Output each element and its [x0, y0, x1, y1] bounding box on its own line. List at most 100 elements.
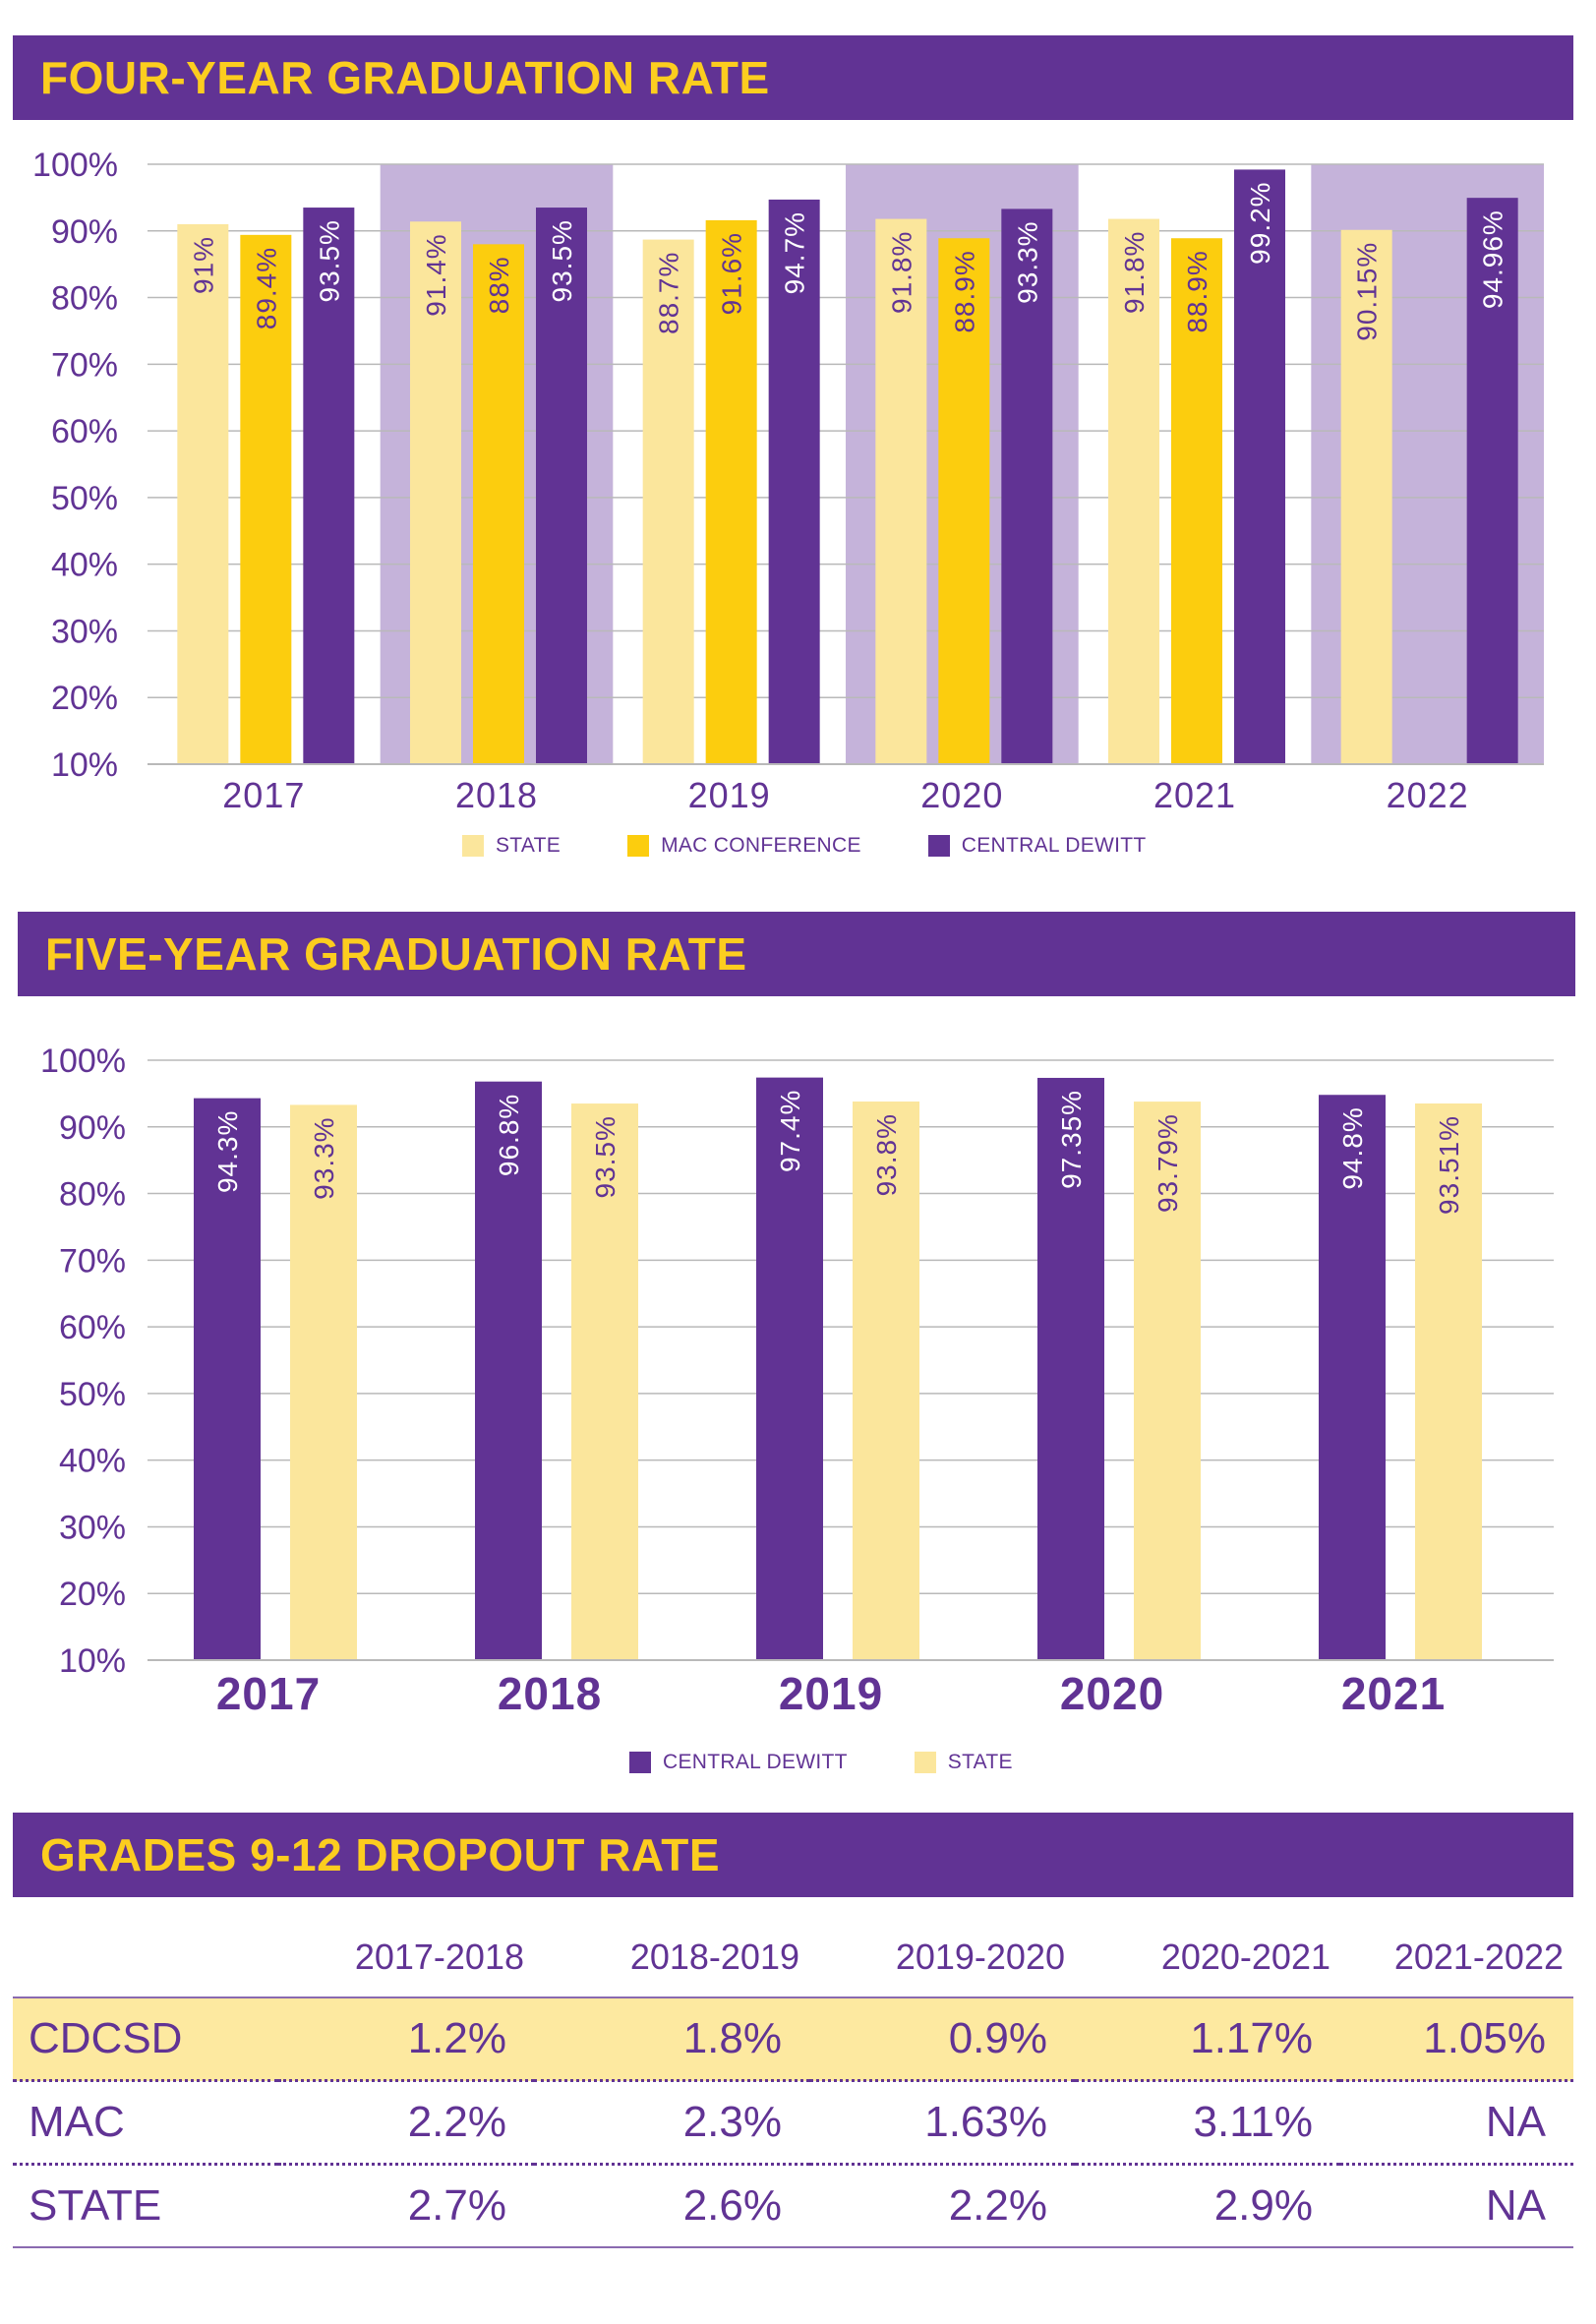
data-label: 91.6%	[717, 232, 747, 315]
data-label: 99.2%	[1245, 181, 1275, 264]
bar-central-dewitt-2022	[1466, 198, 1518, 764]
bar-mac-conference-2019	[705, 219, 757, 764]
data-label: 89.4%	[251, 247, 281, 329]
bar-central-dewitt-2018	[536, 208, 587, 765]
data-label: 97.35%	[1056, 1090, 1087, 1189]
dropout-header-2019: 2019-2020	[809, 1918, 1075, 1998]
bar-state-2018	[571, 1103, 638, 1660]
y-tick-label: 40%	[59, 1443, 126, 1480]
dropout-table: 2017-2018 2018-2019 2019-2020 2020-2021 …	[13, 1918, 1573, 2248]
x-tick-label-2018: 2018	[455, 775, 538, 815]
bar-central-dewitt-2019	[768, 199, 820, 764]
y-tick-label: 30%	[59, 1509, 126, 1546]
x-tick-label-2021: 2021	[1153, 775, 1236, 815]
legend-label-state: STATE	[496, 834, 562, 857]
legend5-item-state: STATE	[914, 1751, 1013, 1774]
legend5-swatch-central-dewitt	[629, 1752, 651, 1773]
y-tick-label: 80%	[51, 280, 118, 318]
data-label: 88.9%	[949, 250, 979, 332]
data-label: 90.15%	[1352, 242, 1383, 341]
x-tick-label-2018: 2018	[498, 1668, 602, 1719]
legend-item-central-dewitt: CENTRAL DEWITT	[927, 834, 1147, 858]
legend-item-mac: MAC CONFERENCE	[627, 834, 861, 858]
legend5-item-central-dewitt: CENTRAL DEWITT	[629, 1751, 848, 1774]
y-tick-label: 70%	[51, 346, 118, 384]
data-label: 94.8%	[1337, 1106, 1368, 1189]
cell-state-3: 2.9%	[1075, 2164, 1340, 2248]
five-year-title-banner: FIVE-YEAR GRADUATION RATE	[18, 912, 1575, 996]
cell-state-0: 2.7%	[278, 2164, 534, 2248]
bar-mac-conference-2021	[1171, 238, 1222, 764]
bar-mac-conference-2018	[473, 244, 524, 764]
y-tick-label: 70%	[59, 1242, 126, 1280]
legend-swatch-mac	[627, 835, 650, 857]
cell-cdcsd-2: 0.9%	[809, 1997, 1075, 2082]
four-year-chart: 10% 20% 30% 40% 50% 60% 70% 80% 90% 100% 91% 91.4% 8…	[32, 147, 1544, 815]
cell-state-1: 2.6%	[534, 2164, 809, 2248]
data-label: 93.3%	[309, 1116, 339, 1199]
bar-state-2019	[853, 1102, 919, 1660]
bar-central-dewitt-2020	[1001, 209, 1053, 764]
bar-state-2020	[1134, 1102, 1201, 1660]
dropout-header-2020: 2020-2021	[1075, 1918, 1340, 1998]
y-tick-label: 10%	[51, 746, 118, 784]
legend-swatch-state	[462, 835, 484, 857]
y-tick-label: 100%	[40, 1043, 126, 1080]
dropout-row-state: STATE 2.7% 2.6% 2.2% 2.9% NA	[13, 2164, 1573, 2248]
four-year-title: FOUR-YEAR GRADUATION RATE	[40, 52, 770, 103]
x-tick-label-2019: 2019	[688, 775, 771, 815]
legend-label-mac: MAC CONFERENCE	[661, 834, 861, 857]
five-year-title: FIVE-YEAR GRADUATION RATE	[45, 928, 747, 980]
data-label: 96.8%	[494, 1094, 524, 1176]
cell-mac-3: 3.11%	[1075, 2080, 1340, 2166]
legend5-label-central-dewitt: CENTRAL DEWITT	[663, 1751, 848, 1773]
dropout-header-2021: 2021-2022	[1340, 1918, 1573, 1998]
dropout-row-cdcsd: CDCSD 1.2% 1.8% 0.9% 1.17% 1.05%	[13, 1997, 1573, 2082]
dropout-title-banner: GRADES 9-12 DROPOUT RATE	[13, 1813, 1573, 1897]
bar-state-2020	[875, 218, 927, 765]
data-label: 94.3%	[212, 1110, 243, 1193]
four-year-legend: STATE MAC CONFERENCE CENTRAL DEWITT	[462, 834, 1213, 858]
bar-state-2022	[1340, 229, 1392, 764]
y-tick-label: 80%	[59, 1176, 126, 1214]
bar-central-dewitt-2020	[1037, 1077, 1104, 1660]
x-tick-label-2022: 2022	[1387, 775, 1469, 815]
bar-mac-conference-2017	[240, 234, 292, 764]
bar-state-2017	[290, 1104, 357, 1660]
legend-item-state: STATE	[462, 834, 561, 858]
data-label: 91%	[188, 236, 218, 294]
y-tick-label: 90%	[51, 213, 118, 251]
bar-mac-conference-2020	[938, 238, 990, 764]
bar-state-2017	[177, 224, 229, 764]
y-tick-label: 60%	[51, 413, 118, 450]
legend-label-central-dewitt: CENTRAL DEWITT	[961, 834, 1147, 857]
y-tick-label: 10%	[59, 1642, 126, 1680]
dropout-header-2017: 2017-2018	[278, 1918, 534, 1998]
bar-central-dewitt-2019	[756, 1077, 823, 1660]
data-label: 93.51%	[1434, 1115, 1464, 1215]
dropout-title: GRADES 9-12 DROPOUT RATE	[40, 1829, 721, 1880]
cell-mac-1: 2.3%	[534, 2080, 809, 2166]
dropout-row-mac: MAC 2.2% 2.3% 1.63% 3.11% NA	[13, 2080, 1573, 2166]
y-tick-label: 60%	[59, 1309, 126, 1346]
x-tick-label-2020: 2020	[1060, 1668, 1164, 1719]
cell-cdcsd-4: 1.05%	[1340, 1997, 1573, 2082]
bar-central-dewitt-2021	[1234, 169, 1285, 764]
data-label: 91.4%	[421, 233, 451, 316]
cell-mac-4: NA	[1340, 2080, 1573, 2166]
y-tick-label: 40%	[51, 547, 118, 584]
bar-central-dewitt-2017	[194, 1098, 261, 1660]
row-label-mac: MAC	[13, 2080, 278, 2166]
data-label: 93.3%	[1012, 220, 1042, 303]
bar-central-dewitt-2018	[475, 1081, 542, 1660]
y-tick-label: 50%	[59, 1376, 126, 1413]
data-label: 94.96%	[1478, 209, 1508, 309]
y-tick-label: 20%	[51, 680, 118, 717]
bar-state-2019	[642, 239, 694, 765]
data-label: 91.8%	[1119, 231, 1150, 314]
data-label: 94.7%	[780, 211, 810, 294]
data-label: 88.9%	[1182, 250, 1212, 332]
y-tick-label: 20%	[59, 1576, 126, 1613]
x-tick-label-2021: 2021	[1341, 1668, 1446, 1719]
cell-mac-0: 2.2%	[278, 2080, 534, 2166]
